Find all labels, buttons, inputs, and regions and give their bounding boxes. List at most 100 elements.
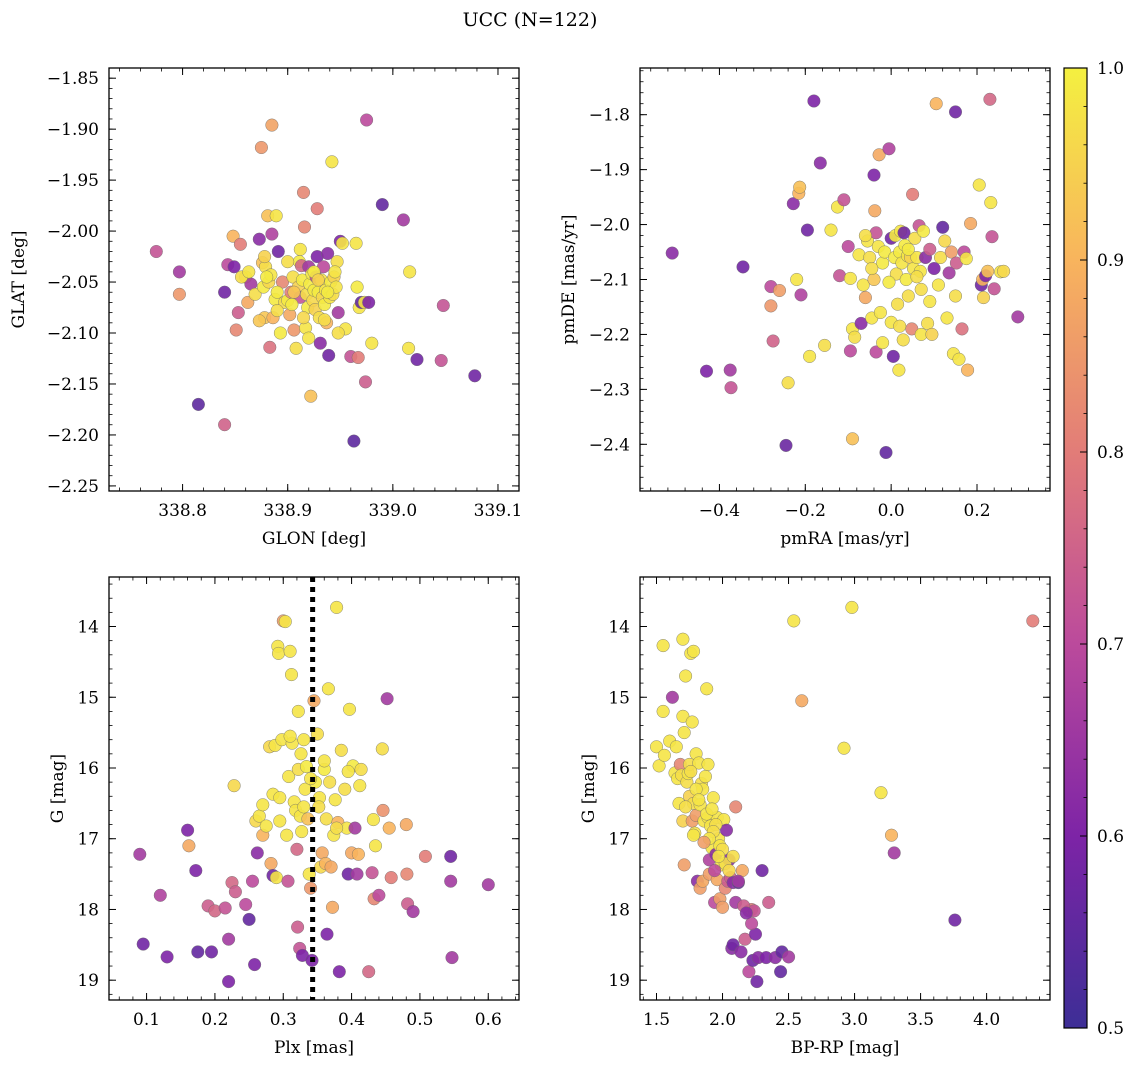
data-point xyxy=(665,690,679,704)
x-tick-label: 3.5 xyxy=(907,1010,934,1030)
data-point xyxy=(227,260,241,274)
ticks: 1.5 2.0 2.5 3.0 3.5 4.0 14 15 16 17 18 19 xyxy=(608,577,1050,1030)
y-axis-label: GLAT [deg] xyxy=(9,230,29,328)
data-point xyxy=(233,237,247,251)
data-point xyxy=(684,765,698,779)
y-tick-label: 14 xyxy=(77,618,99,638)
data-point xyxy=(444,849,458,863)
data-point xyxy=(952,352,966,366)
data-point xyxy=(782,950,796,964)
data-point xyxy=(878,245,892,259)
data-point xyxy=(959,252,973,266)
data-point xyxy=(239,898,253,912)
data-point xyxy=(399,818,413,832)
data-point xyxy=(813,156,827,170)
data-point xyxy=(750,975,764,989)
data-point xyxy=(436,299,450,313)
data-point xyxy=(889,267,903,281)
data-point xyxy=(265,118,279,132)
data-point xyxy=(1026,614,1040,628)
colorbar-gradient xyxy=(1064,68,1087,1028)
data-point xyxy=(927,262,941,276)
y-tick-label: −1.8 xyxy=(589,106,630,126)
axes-frame xyxy=(108,67,520,492)
data-point xyxy=(270,304,284,318)
data-point xyxy=(330,821,344,835)
data-point xyxy=(656,639,670,653)
data-point xyxy=(295,825,309,839)
x-tick-label: 3.0 xyxy=(841,1010,868,1030)
data-point xyxy=(273,814,287,828)
data-point xyxy=(893,319,907,333)
data-point xyxy=(250,846,264,860)
data-point xyxy=(321,682,335,696)
y-tick-label: 15 xyxy=(608,688,630,708)
data-point xyxy=(231,306,245,320)
data-point xyxy=(687,644,701,658)
data-point xyxy=(885,828,899,842)
data-point xyxy=(353,779,367,793)
data-point xyxy=(285,298,299,312)
data-point xyxy=(332,965,346,979)
data-point xyxy=(293,242,307,256)
data-point xyxy=(679,669,693,683)
data-point xyxy=(852,248,866,262)
x-tick-label: 0.6 xyxy=(475,1010,502,1030)
data-point xyxy=(218,901,232,915)
y-tick-label: −2.2 xyxy=(589,325,630,345)
data-point xyxy=(259,819,273,833)
data-point xyxy=(818,338,832,352)
data-point xyxy=(189,864,203,878)
data-point xyxy=(833,269,847,283)
y-tick-label: −1.95 xyxy=(47,171,99,191)
y-tick-label: −1.90 xyxy=(47,120,99,140)
data-point xyxy=(929,97,943,111)
data-point xyxy=(434,354,448,368)
data-point xyxy=(882,275,896,289)
data-point xyxy=(948,913,962,927)
colorbar-tick-label: 0.8 xyxy=(1097,443,1124,463)
data-point xyxy=(248,287,262,301)
colorbar: 0.5 0.6 0.7 0.8 0.9 1.0 xyxy=(1063,59,1124,1039)
data-point xyxy=(961,363,975,377)
data-point xyxy=(794,288,808,302)
data-point xyxy=(896,333,910,347)
colorbar-frame xyxy=(1063,67,1088,1029)
data-point xyxy=(228,885,242,899)
data-point xyxy=(987,282,1001,296)
data-point xyxy=(254,140,268,154)
data-point xyxy=(936,220,950,234)
colorbar-tick-label: 0.5 xyxy=(1097,1019,1124,1039)
data-point xyxy=(940,311,954,325)
data-point xyxy=(402,341,416,355)
colorbar-tick-label: 1.0 xyxy=(1097,59,1124,79)
data-point xyxy=(341,765,355,779)
data-point xyxy=(901,242,915,256)
data-point xyxy=(338,782,352,796)
data-point xyxy=(285,668,299,682)
data-point xyxy=(172,265,186,279)
data-point xyxy=(708,864,722,878)
data-point xyxy=(786,197,800,211)
data-point xyxy=(317,754,331,768)
y-tick-label: 19 xyxy=(608,971,630,991)
data-point xyxy=(269,871,283,885)
data-point xyxy=(366,813,380,827)
x-tick-label: 0.3 xyxy=(270,1010,297,1030)
data-point xyxy=(182,839,196,853)
x-tick-label: 339.1 xyxy=(474,501,523,521)
data-point xyxy=(716,900,730,914)
y-tick-label: −1.9 xyxy=(589,161,630,181)
data-point xyxy=(272,646,286,660)
x-tick-label: 0.4 xyxy=(338,1010,365,1030)
data-point xyxy=(755,864,769,878)
data-point xyxy=(983,92,997,106)
data-point xyxy=(334,743,348,757)
data-point xyxy=(845,600,859,614)
data-point xyxy=(882,142,896,156)
data-point xyxy=(938,234,952,248)
data-point xyxy=(191,397,205,411)
data-point xyxy=(320,927,334,941)
data-point xyxy=(724,381,738,395)
